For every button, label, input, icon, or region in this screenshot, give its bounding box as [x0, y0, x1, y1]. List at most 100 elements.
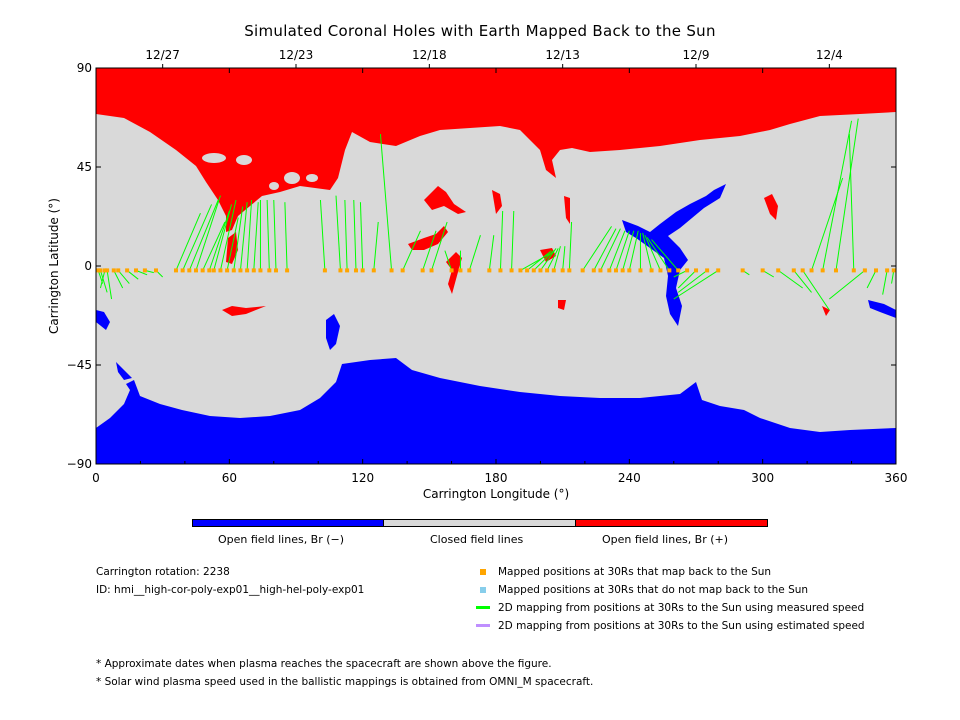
note-omni: * Solar wind plasma speed used in the ba…: [96, 676, 594, 688]
colorbar-label-negative: Open field lines, Br (−): [218, 533, 345, 546]
mapping-line: [829, 270, 866, 300]
mapped-point: [105, 268, 110, 273]
note-dates: * Approximate dates when plasma reaches …: [96, 658, 552, 670]
x-tick-label: 180: [485, 471, 508, 485]
mapped-point: [354, 268, 358, 273]
mapped-point: [134, 268, 138, 273]
mapped-point: [551, 268, 556, 273]
mapped-point: [649, 268, 654, 273]
mapping-line: [511, 210, 515, 271]
mapping-line: [673, 269, 688, 278]
mapping-line: [822, 120, 853, 271]
mapped-point: [800, 268, 805, 273]
chart-title: Simulated Coronal Holes with Earth Mappe…: [244, 22, 716, 40]
mapped-point: [834, 268, 838, 273]
mapped-point: [274, 268, 278, 273]
mapping-line: [593, 228, 617, 271]
mapped-point: [580, 268, 585, 273]
mapped-point: [245, 268, 250, 273]
mapped-point: [194, 268, 198, 273]
x-tick-label: 240: [618, 471, 641, 485]
mapping-line: [219, 199, 237, 271]
mapping-line: [353, 199, 357, 271]
mapping-line: [520, 252, 552, 271]
mapping-line: [468, 235, 481, 271]
mapping-line: [608, 230, 626, 271]
mapped-point: [820, 268, 825, 273]
mapping-line: [99, 270, 106, 289]
mapped-point: [518, 268, 523, 273]
colorbar-open-negative: [192, 519, 384, 527]
mapped-point: [125, 268, 130, 273]
mapping-line: [273, 199, 277, 271]
mapping-line: [802, 270, 830, 311]
mapping-line: [213, 204, 233, 271]
mapped-points: [96, 268, 896, 273]
x-tick-label: 300: [751, 471, 774, 485]
mapped-point: [591, 268, 596, 273]
x-ticks: 0 60 120 180 240 300 360: [92, 68, 907, 485]
mapped-point: [102, 268, 107, 273]
mapping-line: [239, 202, 248, 271]
mapping-line: [891, 270, 895, 284]
mapping-line: [195, 195, 221, 271]
positive-patch: [446, 252, 462, 294]
legend-unmapped: Mapped positions at 30Rs that do not map…: [498, 584, 809, 596]
mapping-line: [99, 270, 108, 293]
y-tick-label: −90: [67, 457, 92, 471]
mapped-point: [200, 268, 205, 273]
positive-patch: [492, 190, 502, 214]
mapping-line: [106, 270, 113, 300]
north-polar-positive-hole: [96, 68, 896, 232]
closed-patch: [306, 174, 318, 182]
mapping-line: [582, 226, 612, 271]
mapping-line: [182, 204, 213, 271]
mapping-line: [373, 221, 379, 271]
mapped-point: [231, 268, 236, 273]
mapped-point: [111, 268, 116, 273]
mapping-line: [546, 248, 559, 271]
mapped-point: [180, 268, 185, 273]
date-tick-label: 12/27: [145, 48, 180, 62]
mapped-point: [685, 268, 690, 273]
mapping-line: [284, 202, 288, 271]
x-tick-label: 0: [92, 471, 100, 485]
mapped-point: [862, 268, 867, 273]
mapping-line: [246, 199, 253, 271]
mapping-line: [882, 270, 888, 295]
positive-patch: [564, 196, 570, 224]
mapped-point: [885, 268, 890, 273]
mapping-line: [253, 202, 259, 271]
mapped-point: [251, 268, 256, 273]
mapped-point: [218, 268, 223, 273]
mapping-line: [599, 228, 621, 271]
mapped-point: [371, 268, 376, 273]
mapping-line: [615, 230, 630, 271]
date-tick-label: 12/18: [412, 48, 447, 62]
mapped-point: [567, 268, 572, 273]
y-ticks: 90 45 0 −45 −90: [67, 61, 896, 471]
mapping-line: [226, 217, 239, 271]
mapped-point: [676, 268, 681, 273]
mapping-line: [540, 248, 557, 271]
positive-patch: [424, 186, 466, 214]
mapping-line: [402, 230, 421, 271]
mapping-line: [553, 246, 561, 271]
mapped-point: [458, 268, 463, 273]
legend-measured: 2D mapping from positions at 30Rs to the…: [498, 602, 865, 614]
positive-patch: [558, 300, 566, 310]
mapping-line: [568, 221, 573, 271]
unmapped-swatch: [480, 587, 486, 593]
colorbar-label-closed: Closed field lines: [430, 533, 524, 546]
mapped-point: [498, 268, 503, 273]
mapped-point: [96, 268, 101, 273]
mapped-point: [207, 268, 212, 273]
closed-patch: [236, 155, 252, 165]
mapping-line: [793, 270, 812, 293]
mapping-line: [644, 234, 661, 271]
date-tick-label: 12/9: [683, 48, 710, 62]
date-tick-label: 12/13: [545, 48, 580, 62]
mapping-line: [266, 199, 270, 271]
mapped-point: [538, 268, 543, 273]
mapped-point: [360, 268, 365, 273]
